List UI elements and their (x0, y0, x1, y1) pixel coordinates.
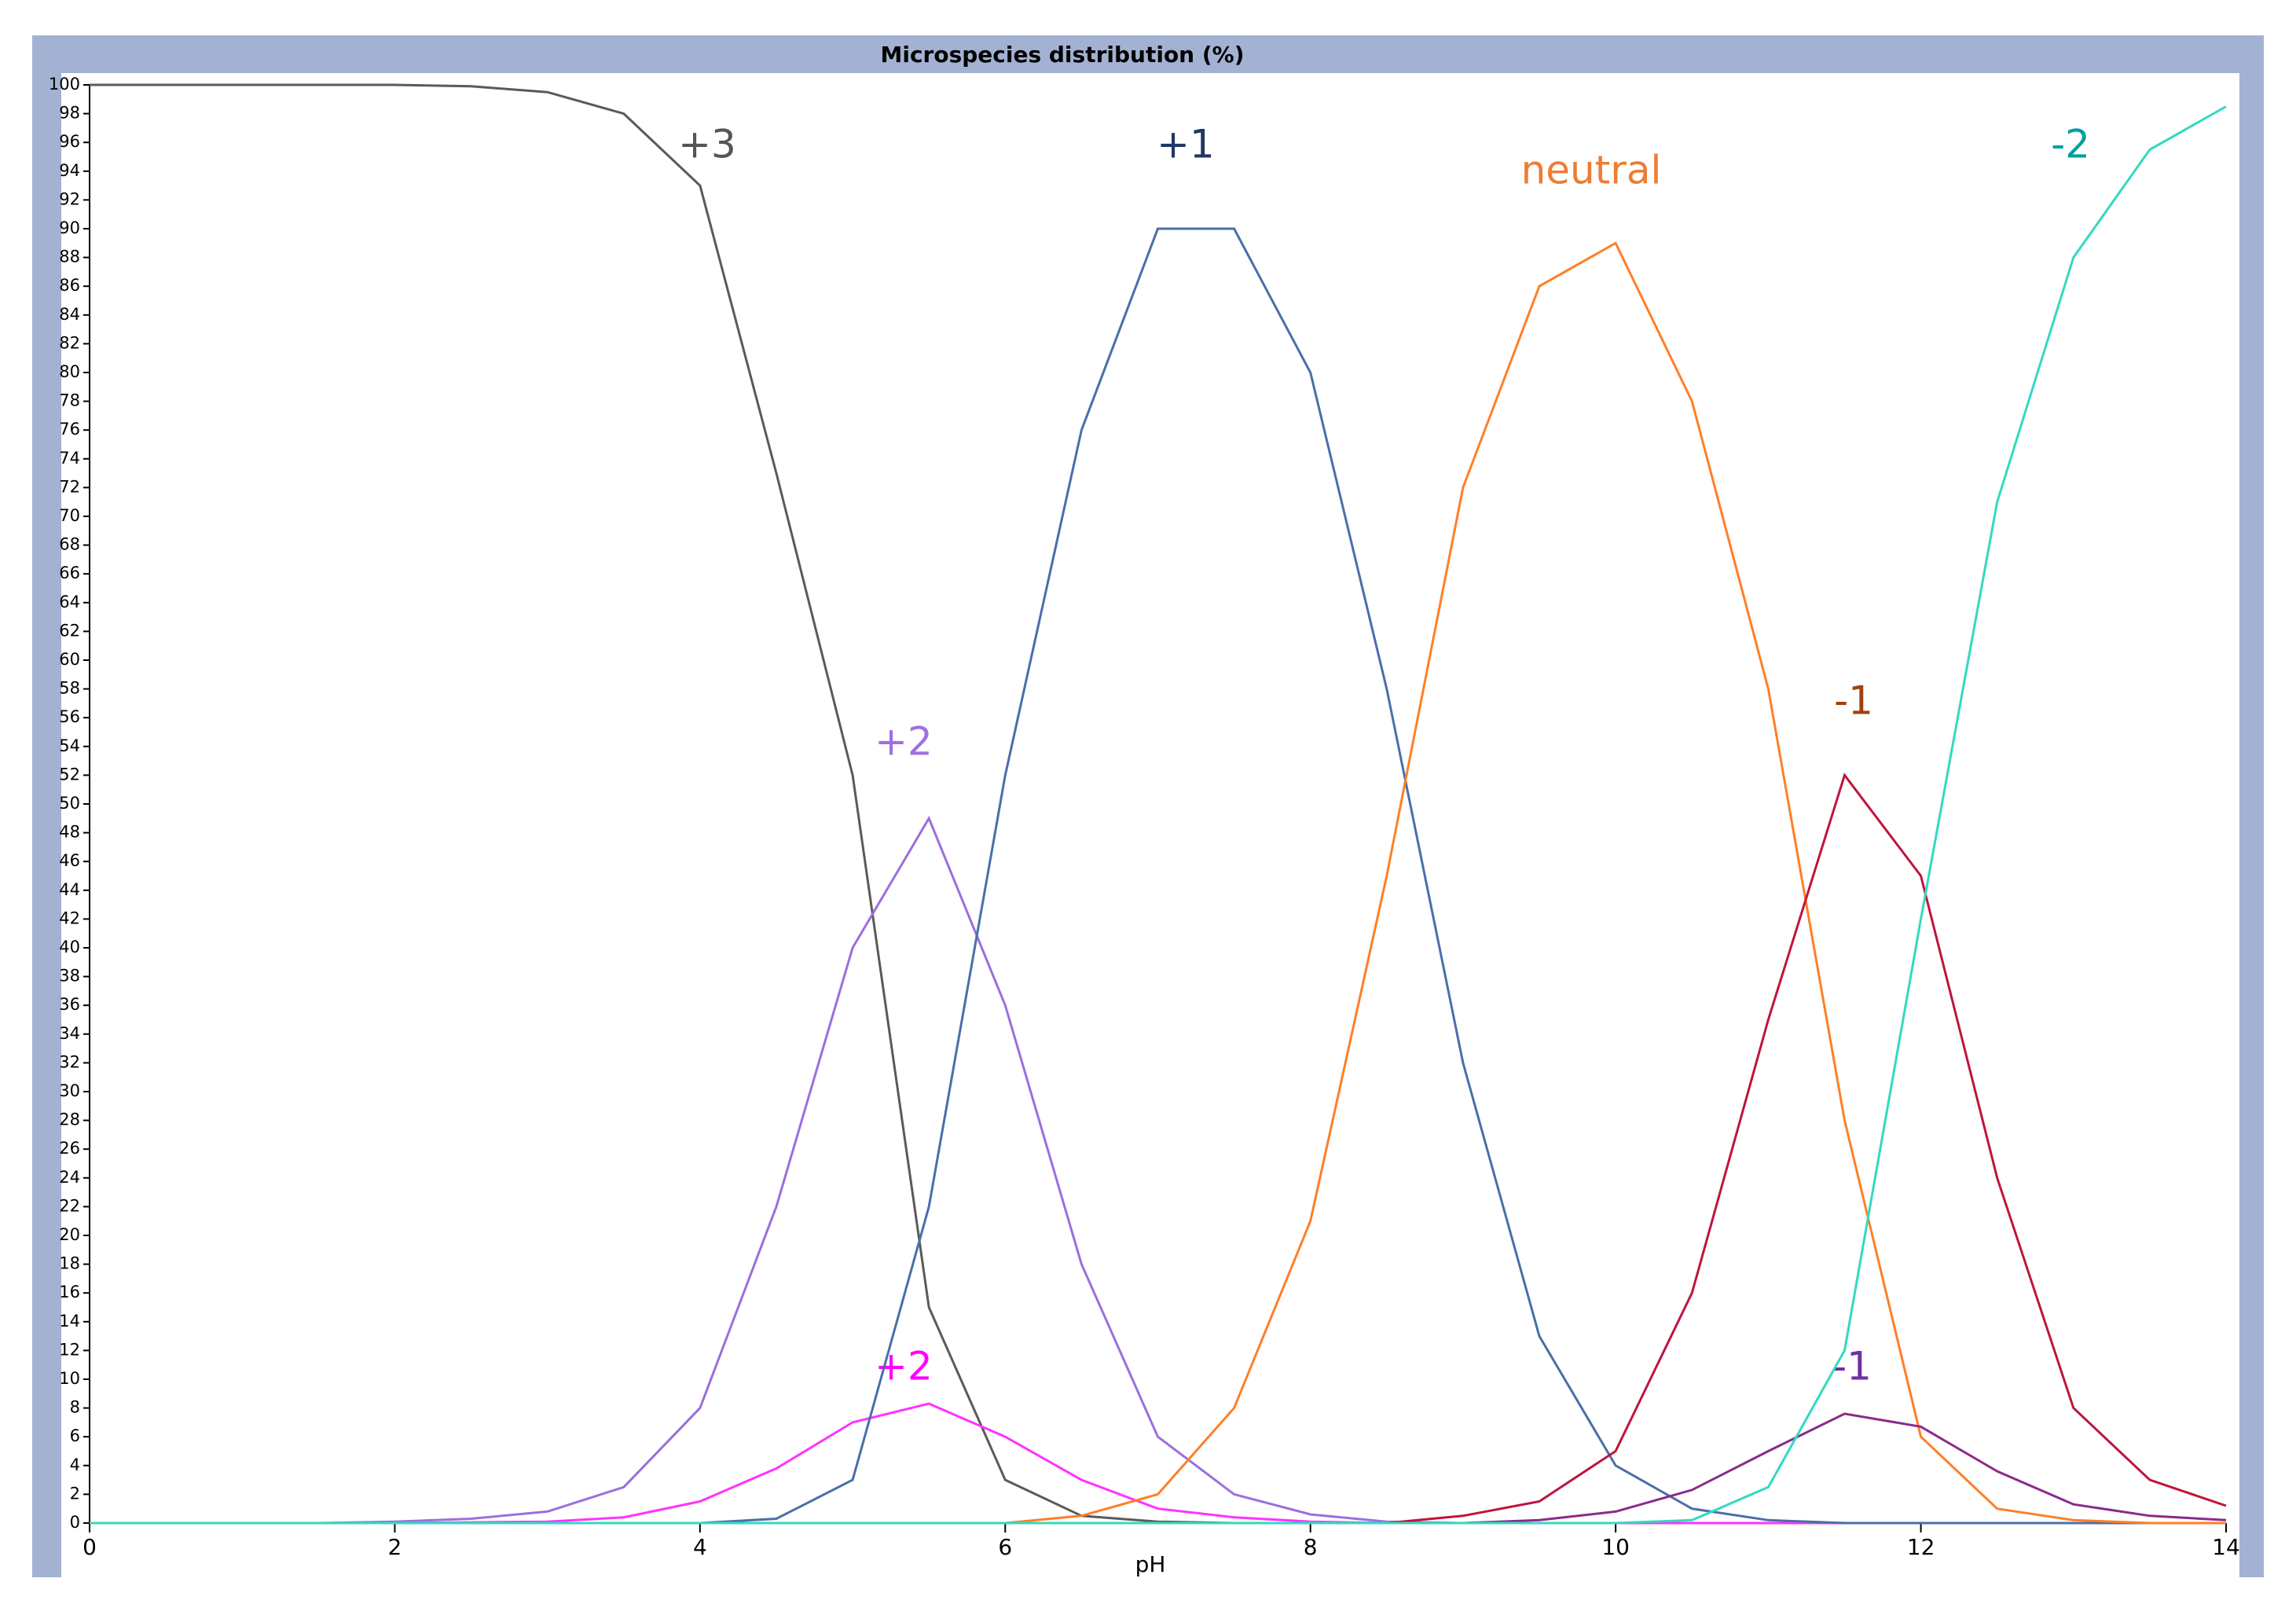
y-tick-label: 6 (70, 1426, 80, 1445)
y-tick-label: 44 (59, 880, 80, 899)
y-tick-label: 26 (59, 1139, 80, 1158)
y-tick-label: 48 (59, 823, 80, 842)
y-tick-label: 56 (59, 707, 80, 726)
y-tick-label: 60 (59, 650, 80, 669)
y-tick-label: 70 (59, 506, 80, 525)
y-tick-label: 14 (59, 1312, 80, 1331)
series-label: -1 (1834, 678, 1873, 724)
y-tick-label: 0 (70, 1513, 80, 1532)
x-tick-label: 4 (693, 1534, 707, 1560)
y-tick-label: 38 (59, 967, 80, 986)
series-label: +2 (875, 719, 933, 765)
y-tick-label: 12 (59, 1340, 80, 1359)
x-tick-label: 0 (83, 1534, 97, 1560)
plot-panel (61, 73, 2239, 1577)
x-tick-label: 10 (1601, 1534, 1630, 1560)
series-label: -1 (1832, 1344, 1872, 1389)
y-tick-label: 72 (59, 477, 80, 496)
y-tick-label: 96 (59, 132, 80, 151)
y-tick-label: 74 (59, 449, 80, 468)
y-tick-label: 22 (59, 1196, 80, 1215)
y-tick-label: 92 (59, 189, 80, 208)
y-tick-label: 64 (59, 593, 80, 611)
y-tick-label: 2 (70, 1484, 80, 1503)
y-tick-label: 100 (49, 75, 80, 94)
y-tick-label: 28 (59, 1110, 80, 1129)
y-tick-label: 66 (59, 563, 80, 582)
y-tick-label: 82 (59, 333, 80, 352)
y-tick-label: 34 (59, 1024, 80, 1043)
x-tick-label: 8 (1304, 1534, 1318, 1560)
chart-title: Microspecies distribution (%) (880, 42, 1244, 68)
y-tick-label: 84 (59, 305, 80, 324)
y-tick-label: 30 (59, 1081, 80, 1100)
y-tick-label: 78 (59, 391, 80, 410)
series-label: neutral (1521, 148, 1662, 193)
y-tick-label: 86 (59, 276, 80, 295)
y-tick-label: 50 (59, 794, 80, 813)
y-tick-label: 40 (59, 938, 80, 956)
x-axis-label: pH (1135, 1551, 1166, 1577)
y-tick-label: 90 (59, 218, 80, 237)
y-tick-label: 88 (59, 248, 80, 266)
y-tick-label: 42 (59, 908, 80, 927)
y-tick-label: 94 (59, 161, 80, 180)
y-tick-label: 76 (59, 420, 80, 439)
y-tick-label: 18 (59, 1254, 80, 1273)
y-tick-label: 46 (59, 851, 80, 870)
series-line (90, 105, 2227, 1525)
series-label: -2 (2051, 122, 2090, 167)
series-label: +3 (678, 122, 736, 167)
y-tick-label: 10 (59, 1369, 80, 1388)
y-tick-label: 24 (59, 1168, 80, 1187)
y-tick-label: 16 (59, 1283, 80, 1301)
y-tick-label: 80 (59, 362, 80, 381)
y-tick-label: 62 (59, 621, 80, 640)
y-tick-label: 36 (59, 995, 80, 1014)
series-label: +1 (1157, 122, 1215, 167)
x-tick-label: 6 (998, 1534, 1012, 1560)
y-tick-label: 68 (59, 535, 80, 554)
x-tick-label: 14 (2212, 1534, 2240, 1560)
x-tick-label: 2 (388, 1534, 402, 1560)
y-tick-label: 52 (59, 765, 80, 784)
y-tick-label: 20 (59, 1225, 80, 1244)
y-tick-label: 8 (70, 1398, 80, 1417)
y-tick-label: 98 (59, 104, 80, 123)
x-tick-label: 12 (1907, 1534, 1935, 1560)
y-tick-label: 54 (59, 736, 80, 755)
y-tick-label: 32 (59, 1052, 80, 1071)
y-tick-label: 58 (59, 679, 80, 698)
y-tick-label: 4 (70, 1455, 80, 1474)
